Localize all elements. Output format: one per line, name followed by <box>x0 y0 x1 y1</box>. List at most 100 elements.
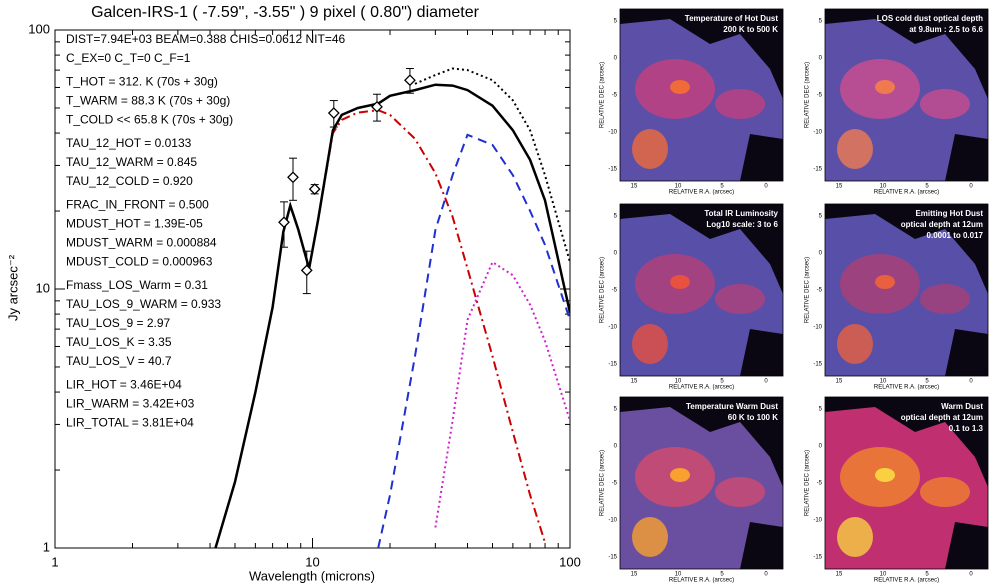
curve <box>434 260 570 528</box>
map-emission <box>715 89 765 119</box>
map-panels: Temperature of Hot Dust 200 K to 500 K 5 0 -… <box>600 8 989 584</box>
map-dec-tick: -15 <box>608 167 617 173</box>
annotation: T_COLD << 65.8 K (70s + 30g) <box>66 113 233 127</box>
map-panel: Emitting Hot Dust optical depth at 12um 0.… <box>805 203 989 391</box>
map-ra-tick: 15 <box>836 184 843 190</box>
map-dec-tick: -5 <box>612 288 618 294</box>
map-dec-label: RELATIVE DEC (arcsec) <box>805 257 811 323</box>
map-emission <box>875 80 895 94</box>
map-ra-tick: 10 <box>880 379 887 385</box>
map-ra-tick: 5 <box>925 379 929 385</box>
map-title: optical depth at 12um <box>901 220 983 229</box>
curve <box>214 83 570 548</box>
map-title: Log10 scale: 3 to 6 <box>706 220 778 229</box>
map-dec-tick: 5 <box>614 19 618 25</box>
map-panel: LOS cold dust optical depth at 9.8um : 2.… <box>805 8 989 196</box>
data-point <box>371 100 383 113</box>
map-ra-label: RELATIVE R.A. (arcsec) <box>669 385 734 391</box>
map-title: LOS cold dust optical depth <box>877 14 983 23</box>
map-title: Temperature Warm Dust <box>686 402 778 411</box>
annotation: LIR_HOT = 3.46E+04 <box>66 378 182 392</box>
map-title: 60 K to 100 K <box>728 413 778 422</box>
map-dec-label: RELATIVE DEC (arcsec) <box>805 450 811 516</box>
map-ra-tick: 15 <box>836 572 843 578</box>
curve <box>214 109 546 548</box>
map-emission <box>920 477 970 507</box>
map-title: Warm Dust <box>941 402 983 411</box>
map-dec-tick: -15 <box>608 555 617 561</box>
map-emission <box>670 275 690 289</box>
x-tick-label: 1 <box>51 554 58 569</box>
annotation: TAU_LOS_9_WARM = 0.933 <box>66 297 221 311</box>
map-frame <box>824 203 989 377</box>
map-ra-tick: 0 <box>764 572 768 578</box>
map-emission <box>632 517 668 557</box>
map-dec-tick: -5 <box>612 481 618 487</box>
map-ra-tick: 5 <box>720 379 724 385</box>
map-dec-tick: -10 <box>608 130 617 136</box>
map-dec-label: RELATIVE DEC (arcsec) <box>600 450 606 516</box>
map-title: at 9.8um : 2.5 to 6.6 <box>909 25 983 34</box>
map-emission <box>632 324 668 364</box>
annotation: MDUST_HOT = 1.39E-05 <box>66 217 203 231</box>
data-point <box>404 74 416 87</box>
map-dec-tick: -10 <box>813 518 822 524</box>
annotation: TAU_LOS_K = 3.35 <box>66 335 172 349</box>
map-frame <box>824 8 989 182</box>
map-dec-tick: 5 <box>819 19 823 25</box>
map-emission <box>920 284 970 314</box>
map-title: Temperature of Hot Dust <box>685 14 779 23</box>
y-tick-label: 10 <box>36 280 50 295</box>
annotation: TAU_LOS_9 = 2.97 <box>66 316 171 330</box>
map-emission <box>715 477 765 507</box>
data-point <box>327 107 340 119</box>
annotation: T_HOT = 312. K (70s + 30g) <box>66 75 218 89</box>
map-dec-tick: 5 <box>819 214 823 220</box>
map-ra-tick: 10 <box>675 572 682 578</box>
map-dec-tick: 0 <box>614 251 618 257</box>
map-dec-tick: -10 <box>813 130 822 136</box>
map-ra-tick: 0 <box>969 572 973 578</box>
map-ra-label: RELATIVE R.A. (arcsec) <box>669 578 734 584</box>
map-dec-label: RELATIVE DEC (arcsec) <box>600 62 606 128</box>
y-tick-label: 1 <box>43 539 50 554</box>
map-frame <box>619 203 784 377</box>
map-ra-tick: 5 <box>925 572 929 578</box>
map-dec-tick: 0 <box>614 56 618 62</box>
annotation: FRAC_IN_FRONT = 0.500 <box>66 198 209 212</box>
map-panel: Temperature of Hot Dust 200 K to 500 K 5 0 -… <box>600 8 784 196</box>
map-panel: Temperature Warm Dust 60 K to 100 K 5 0 -5 -1… <box>600 396 784 584</box>
y-tick-label: 100 <box>28 21 50 36</box>
map-ra-tick: 15 <box>631 572 638 578</box>
annotation: TAU_12_COLD = 0.920 <box>66 174 193 188</box>
map-dec-tick: 0 <box>819 56 823 62</box>
annotation: TAU_LOS_V = 40.7 <box>66 354 172 368</box>
annotation: MDUST_WARM = 0.000884 <box>66 236 217 250</box>
map-title: 0.0001 to 0.017 <box>927 231 984 240</box>
data-point <box>308 183 321 196</box>
map-title: Total IR Luminosity <box>704 209 778 218</box>
map-dec-tick: -5 <box>817 481 823 487</box>
map-dec-tick: -10 <box>608 325 617 331</box>
map-title: optical depth at 12um <box>901 413 983 422</box>
map-dec-label: RELATIVE DEC (arcsec) <box>600 257 606 323</box>
map-ra-tick: 10 <box>675 184 682 190</box>
map-ra-tick: 10 <box>880 572 887 578</box>
map-ra-tick: 0 <box>764 184 768 190</box>
map-title: 0.1 to 1.3 <box>949 424 984 433</box>
map-dec-tick: 0 <box>819 444 823 450</box>
map-emission <box>670 468 690 482</box>
map-ra-tick: 10 <box>880 184 887 190</box>
data-point <box>300 264 313 277</box>
map-emission <box>632 129 668 169</box>
map-dec-tick: 5 <box>614 407 618 413</box>
map-ra-tick: 10 <box>675 379 682 385</box>
map-dec-tick: -10 <box>608 518 617 524</box>
map-dec-tick: -5 <box>817 93 823 99</box>
map-emission <box>875 275 895 289</box>
annotation: TAU_12_WARM = 0.845 <box>66 155 197 169</box>
map-emission <box>920 89 970 119</box>
map-panel: Warm Dust optical depth at 12um 0.1 to 1.3… <box>805 396 989 584</box>
map-dec-tick: 5 <box>614 214 618 220</box>
map-ra-tick: 5 <box>720 184 724 190</box>
